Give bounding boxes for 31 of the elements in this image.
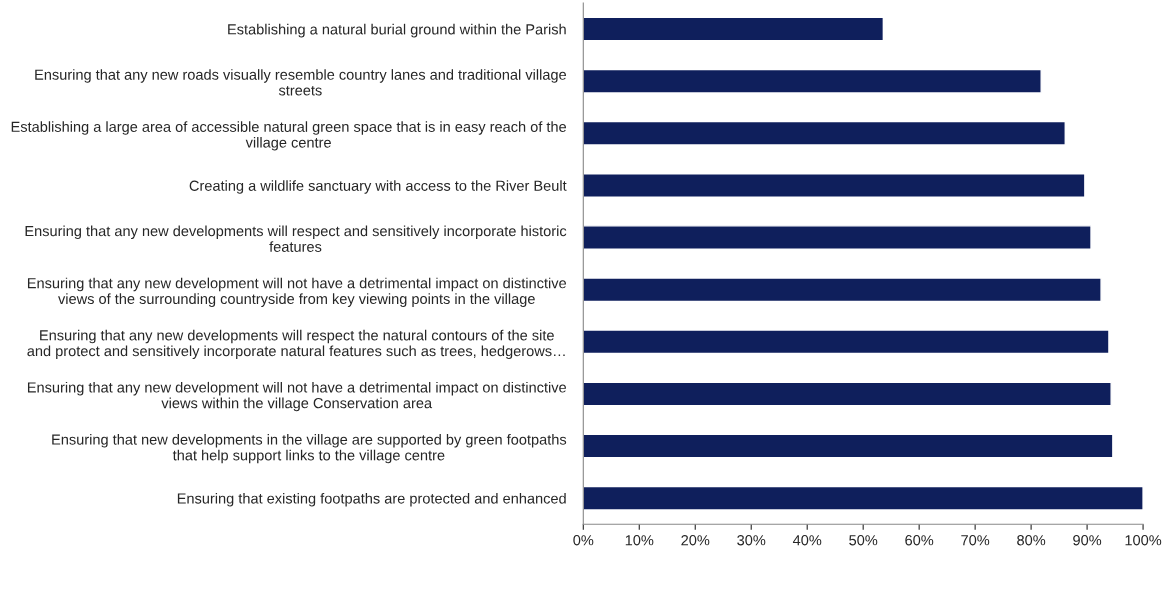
y-tick-label: Creating a wildlife sanctuary with access to the River Beult [189, 180, 567, 194]
bar [583, 120, 1066, 146]
bar [583, 68, 1042, 94]
bar [583, 173, 1086, 198]
x-tick-label: 70% [961, 535, 990, 546]
y-tick-label: Ensuring that any new roads visually resemble country lanes and traditional village streets [35, 69, 567, 96]
x-tick-label: 80% [1017, 535, 1046, 546]
bar [583, 433, 1114, 459]
x-tick-label: 40% [792, 535, 822, 546]
bar [583, 381, 1112, 407]
y-tick-label: Ensuring that any new developments will respect and sensitively incorporate historic features [25, 225, 567, 252]
bar [583, 329, 1110, 355]
x-tick-label: 100% [1125, 535, 1162, 546]
y-tick-label: Ensuring that any new developments will respect the natural contours of the site and protect and sensitively incorporate natural features such as trees, hedgerows… [27, 329, 565, 360]
y-tick-label: Ensuring that any new development will not have a detrimental impact on distinctive views of the surrounding countryside from key viewing points in the village [27, 277, 567, 307]
y-tick-label: Ensuring that new developments in the village are supported by green footpaths that help support links to the village centre [52, 434, 567, 464]
y-tick-label: Ensuring that any new development will not have a detrimental impact on distinctive views within the village Conservation area [27, 381, 567, 412]
x-tick-label: 50% [849, 535, 878, 546]
bar [583, 16, 885, 42]
y-tick-label: Establishing a large area of accessible natural green space that is in easy reach of the village centre [11, 121, 567, 151]
x-tick-label: 90% [1073, 535, 1102, 546]
bar [583, 225, 1092, 251]
bar [583, 277, 1102, 303]
bar [583, 485, 1144, 511]
x-tick-label: 0% [573, 535, 594, 546]
y-tick-label: Ensuring that existing footpaths are protected and enhanced [177, 492, 566, 507]
y-tick-label: Establishing a natural burial ground within the Parish [228, 23, 566, 38]
x-tick-label: 20% [681, 535, 710, 546]
x-tick-label: 10% [625, 535, 654, 546]
x-tick-label: 30% [737, 535, 766, 546]
x-tick-label: 60% [905, 535, 934, 546]
